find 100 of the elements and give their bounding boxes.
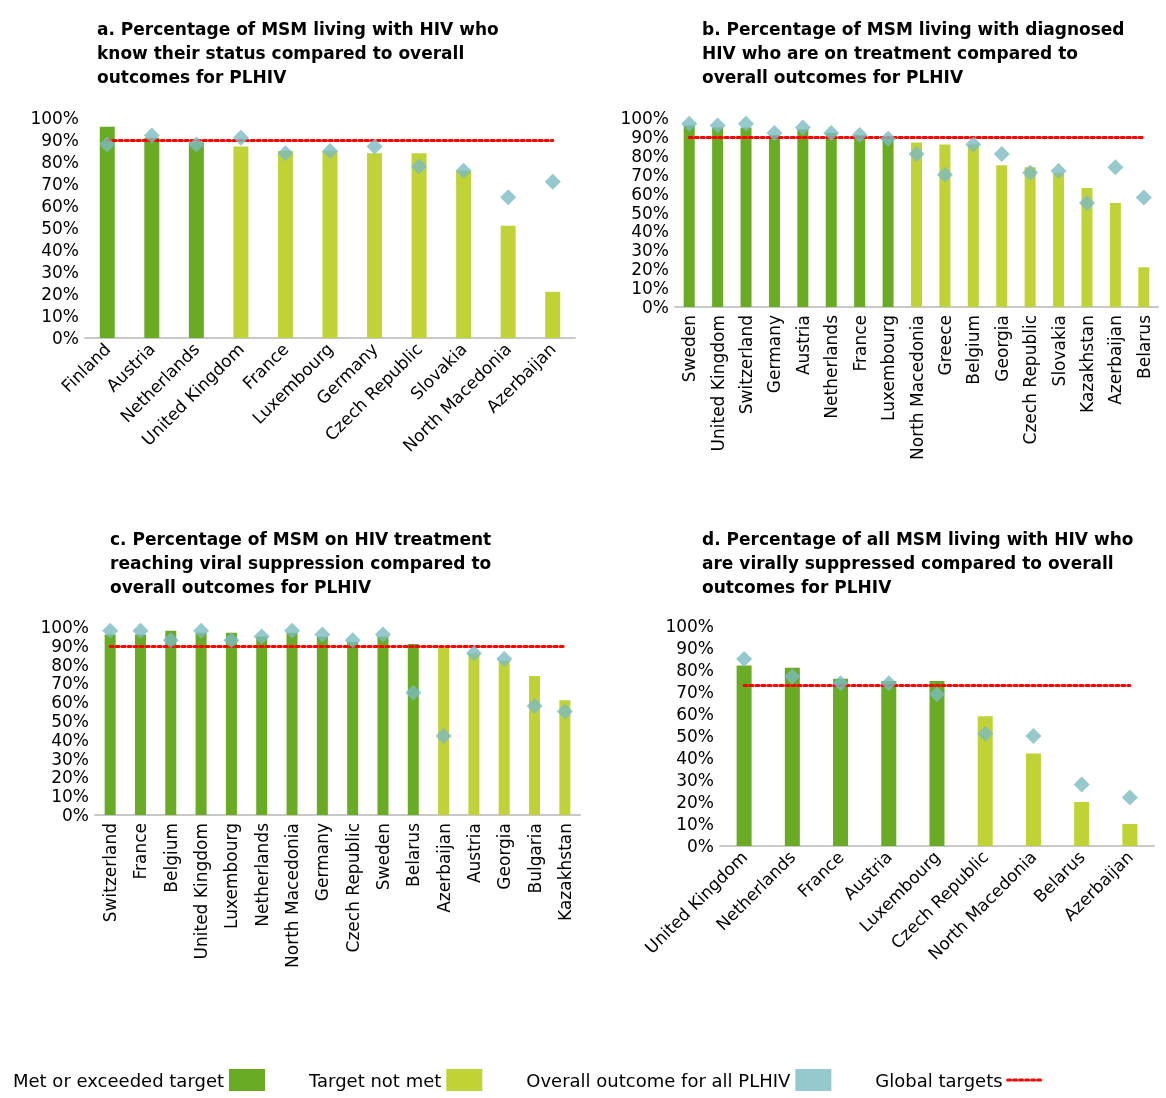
point: [936, 166, 953, 183]
point: [232, 129, 249, 146]
bar: [797, 129, 809, 307]
bar: [977, 716, 993, 846]
bar: [1109, 203, 1121, 307]
point: [102, 622, 119, 639]
y-tick-label: 50%: [41, 218, 79, 238]
point: [526, 697, 543, 714]
bar: [225, 632, 237, 815]
y-tick-label: 30%: [41, 262, 79, 282]
y-tick-label: 0%: [687, 836, 714, 856]
bar: [1122, 824, 1138, 846]
bar: [367, 153, 383, 338]
bar: [1053, 172, 1065, 307]
bar: [967, 144, 979, 307]
point: [681, 115, 698, 132]
point: [132, 622, 149, 639]
bar: [545, 291, 561, 338]
bar: [768, 135, 780, 307]
y-tick-label: 10%: [41, 306, 79, 326]
point: [405, 684, 422, 701]
point: [1121, 789, 1138, 806]
bar: [996, 165, 1008, 307]
y-tick-label: 100%: [30, 108, 79, 128]
point: [366, 138, 383, 155]
x-tick-label: Belgium: [963, 315, 984, 385]
point: [993, 145, 1010, 162]
point: [736, 651, 753, 667]
x-tick-label: Greece: [934, 315, 955, 376]
x-tick-label: United Kingdom: [707, 315, 728, 452]
y-tick-label: 40%: [631, 221, 669, 242]
point: [880, 130, 897, 147]
y-tick-label: 90%: [41, 130, 79, 150]
x-tick-label: Germany: [764, 315, 785, 394]
y-tick-label: 90%: [51, 635, 89, 656]
point: [374, 626, 391, 643]
bar: [784, 667, 800, 846]
bar: [322, 151, 338, 338]
x-tick-label: North Macedonia: [282, 823, 303, 968]
point: [880, 675, 897, 692]
point: [908, 145, 925, 162]
y-tick-label: 10%: [51, 786, 89, 807]
bar: [1138, 267, 1150, 307]
x-tick-label: Switzerland: [736, 315, 757, 415]
point: [143, 127, 160, 144]
point: [1050, 162, 1067, 179]
point: [832, 675, 849, 692]
bar: [736, 665, 752, 846]
bar: [256, 636, 268, 815]
x-tick-label: Netherlands: [821, 314, 842, 419]
y-tick-label: 40%: [41, 240, 79, 260]
bar: [99, 126, 115, 338]
y-tick-label: 100%: [40, 617, 89, 637]
y-tick-label: 50%: [676, 726, 714, 746]
x-tick-label: Slovakia: [1048, 315, 1069, 387]
y-tick-label: 70%: [51, 673, 89, 694]
bar: [1024, 167, 1036, 307]
y-tick-label: 60%: [631, 183, 669, 204]
point: [766, 125, 783, 142]
point: [188, 136, 205, 153]
point: [314, 626, 331, 643]
y-tick-label: 0%: [52, 328, 79, 348]
x-tick-label: United Kingdom: [191, 823, 212, 960]
x-tick-label: France: [849, 315, 870, 372]
bar: [188, 142, 204, 338]
bar: [1074, 802, 1090, 846]
y-tick-label: 70%: [631, 164, 669, 185]
bar: [456, 170, 472, 338]
y-tick-label: 80%: [51, 654, 89, 675]
chart-title: b. Percentage of MSM living with diagnosed HIV who are on treatment compared to overall outcomes for PLHIV: [702, 19, 1131, 87]
bar: [1081, 187, 1093, 307]
y-tick-label: 50%: [631, 202, 669, 223]
point: [223, 632, 240, 649]
x-tick-label: Austria: [463, 823, 484, 884]
x-tick-label: Sweden: [679, 315, 700, 383]
x-tick-label: Bulgaria: [524, 823, 545, 894]
bar: [882, 138, 894, 307]
y-tick-label: 20%: [676, 792, 714, 812]
y-tick-label: 60%: [41, 196, 79, 216]
point: [344, 632, 361, 649]
bar: [929, 681, 945, 846]
point: [977, 725, 994, 742]
point: [496, 650, 513, 667]
y-tick-label: 40%: [676, 748, 714, 768]
bar: [233, 146, 249, 338]
bar: [1025, 753, 1041, 846]
point: [794, 119, 811, 136]
x-tick-label: Switzerland: [100, 823, 121, 923]
chart-title: d. Percentage of all MSM living with HIV who are virally suppressed compared to overall outcomes for PLHIV: [702, 529, 1140, 597]
y-tick-label: 80%: [676, 660, 714, 680]
bar: [134, 634, 146, 815]
point: [556, 703, 573, 720]
bar: [740, 127, 752, 307]
point: [1107, 159, 1124, 176]
point: [277, 145, 294, 162]
y-tick-label: 30%: [676, 770, 714, 790]
bar: [316, 636, 328, 815]
x-tick-label: Azerbaijan: [1105, 315, 1126, 405]
y-tick-label: 20%: [631, 259, 669, 280]
y-tick-label: 0%: [642, 297, 669, 317]
